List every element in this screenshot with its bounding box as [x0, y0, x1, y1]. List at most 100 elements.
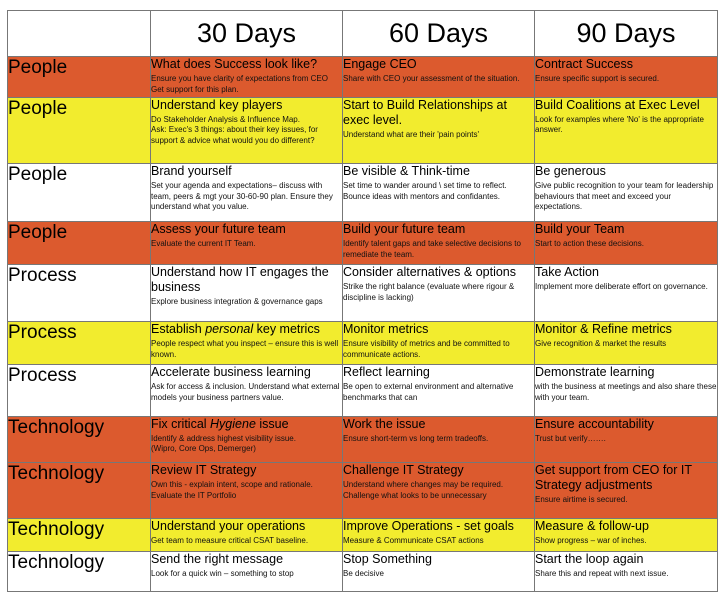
cell-description: Evaluate the current IT Team. [151, 239, 256, 249]
plan-row: Process Accelerate business learning Ask f… [7, 364, 718, 417]
cell-title: Brand yourself [151, 164, 232, 179]
cell-title: Engage CEO [343, 57, 417, 72]
cell-description: Ensure airtime is secured. [535, 495, 628, 505]
plan-cell: Assess your future team Evaluate the curr… [150, 221, 343, 266]
cell-description: Share this and repeat with next issue. [535, 568, 669, 578]
header-30-days: 30 Days [150, 9, 343, 58]
cell-description: Trust but verify……. [535, 433, 606, 443]
cell-title: Monitor & Refine metrics [535, 322, 672, 337]
cell-title: Challenge IT Strategy [343, 463, 464, 478]
cell-description: People respect what you inspect – ensure… [151, 339, 339, 359]
plan-cell: Send the right message Look for a quick w… [150, 550, 343, 593]
cell-title: Build your future team [343, 222, 466, 237]
plan-cell: Demonstrate learning with the business at… [534, 364, 718, 417]
cell-title: Take Action [535, 265, 599, 280]
cell-description: Ensure specific support is secured. [535, 74, 660, 84]
cell-title: Stop Something [343, 551, 432, 566]
category-cell: Technology [7, 550, 151, 593]
plan-cell: Monitor metrics Ensure visibility of metr… [342, 321, 535, 366]
plan-cell: Stop Something Be decisive [342, 550, 535, 593]
category-cell: Process [7, 364, 151, 417]
cell-title: Be generous [535, 164, 606, 179]
cell-description: Identify talent gaps and take selective … [343, 239, 521, 259]
cell-description: Show progress – war of inches. [535, 535, 647, 545]
cell-title: Understand your operations [151, 518, 306, 533]
plan-row: Process Establish personal key metrics Peo… [7, 321, 718, 366]
cell-description: Explore business integration & governanc… [151, 297, 323, 307]
plan-cell: Establish personal key metrics People res… [150, 321, 343, 366]
cell-description: Own this - explain intent, scope and rat… [151, 480, 313, 500]
cell-title: Ensure accountability [535, 416, 654, 431]
cell-title: Send the right message [151, 551, 284, 566]
plan-cell: Build your Team Start to action these dec… [534, 221, 718, 266]
cell-description: Look for examples where 'No' is the appr… [535, 114, 704, 135]
plan-cell: What does Success look like? Ensure you h… [150, 56, 343, 98]
header-60-days: 60 Days [342, 9, 535, 58]
header-row: 30 Days 60 Days 90 Days [7, 9, 718, 58]
category-cell: People [7, 96, 151, 165]
cell-description: Get team to measure critical CSAT baseli… [151, 535, 309, 545]
cell-description: Set time to wander around \ set time to … [343, 181, 507, 201]
plan-cell: Work the issue Ensure short-term vs long … [342, 415, 535, 464]
cell-description: Start to action these decisions. [535, 239, 644, 249]
plan-cell: Challenge IT Strategy Understand where ch… [342, 462, 535, 519]
cell-title: Start to Build Relationships at exec lev… [343, 97, 507, 127]
plan-cell: Measure & follow-up Show progress – war o… [534, 517, 718, 552]
cell-title: Demonstrate learning [535, 365, 655, 380]
cell-title: Accelerate business learning [151, 365, 311, 380]
cell-description: Understand where changes may be required… [343, 480, 504, 500]
cell-title: Contract Success [535, 57, 633, 72]
cell-description: Identify & address highest visibility is… [151, 433, 296, 454]
category-cell: Process [7, 264, 151, 323]
plan-cell: Be visible & Think-time Set time to wande… [342, 163, 535, 223]
cell-title: Start the loop again [535, 551, 644, 566]
plan-cell: Reflect learning Be open to external envi… [342, 364, 535, 417]
cell-title: Reflect learning [343, 365, 430, 380]
corner-cell [7, 9, 151, 58]
plan-row: Technology Send the right message Look for… [7, 550, 718, 593]
plan-cell: Review IT Strategy Own this - explain int… [150, 462, 343, 519]
category-cell: Technology [7, 462, 151, 519]
cell-title-part: key metrics [253, 322, 320, 337]
cell-description: Implement more deliberate effort on gove… [535, 282, 708, 292]
cell-description: Ensure you have clarity of expectations … [151, 74, 328, 94]
cell-description: Share with CEO your assessment of the si… [343, 74, 520, 84]
header-90-days: 90 Days [534, 9, 718, 58]
plan-cell: Improve Operations - set goals Measure & … [342, 517, 535, 552]
cell-title-part: Fix critical [151, 416, 211, 431]
plan-row: People Understand key players Do Stakehold… [7, 96, 718, 165]
category-cell: People [7, 163, 151, 223]
plan-row: People Brand yourself Set your agenda and … [7, 163, 718, 223]
category-cell: People [7, 56, 151, 98]
cell-description: Ask for access & inclusion. Understand w… [151, 382, 340, 402]
plan-row: People What does Success look like? Ensure… [7, 56, 718, 98]
plan-cell: Understand how IT engages the business Ex… [150, 264, 343, 323]
cell-description: Give public recognition to your team for… [535, 181, 714, 212]
category-cell: People [7, 221, 151, 266]
plan-row: Process Understand how IT engages the bus… [7, 264, 718, 323]
plan-cell: Build your future team Identify talent ga… [342, 221, 535, 266]
plan-cell: Engage CEO Share with CEO your assessment… [342, 56, 535, 98]
plan-cell: Ensure accountability Trust but verify……. [534, 415, 718, 464]
category-cell: Process [7, 321, 151, 366]
cell-description: Look for a quick win – something to stop [151, 568, 294, 578]
cell-title-part: Establish [151, 322, 206, 337]
30-60-90-plan-table: 30 Days 60 Days 90 Days People What does … [7, 9, 718, 593]
cell-title: Build your Team [535, 222, 625, 237]
plan-cell: Monitor & Refine metrics Give recognition… [534, 321, 718, 366]
plan-cell: Understand your operations Get team to me… [150, 517, 343, 552]
plan-row: People Assess your future team Evaluate th… [7, 221, 718, 266]
cell-description: with the business at meetings and also s… [535, 382, 717, 402]
cell-title: Monitor metrics [343, 322, 429, 337]
cell-title: What does Success look like? [151, 57, 318, 72]
cell-title: Assess your future team [151, 222, 286, 237]
cell-description: Set your agenda and expectations– discus… [151, 181, 333, 212]
plan-cell: Start the loop again Share this and repea… [534, 550, 718, 593]
cell-title: Work the issue [343, 416, 426, 431]
cell-title-emphasis: Hygiene [210, 416, 256, 431]
plan-cell: Take Action Implement more deliberate eff… [534, 264, 718, 323]
cell-description: Strike the right balance (evaluate where… [343, 282, 515, 302]
cell-title: Consider alternatives & options [343, 265, 517, 280]
cell-title: Improve Operations - set goals [343, 518, 514, 533]
